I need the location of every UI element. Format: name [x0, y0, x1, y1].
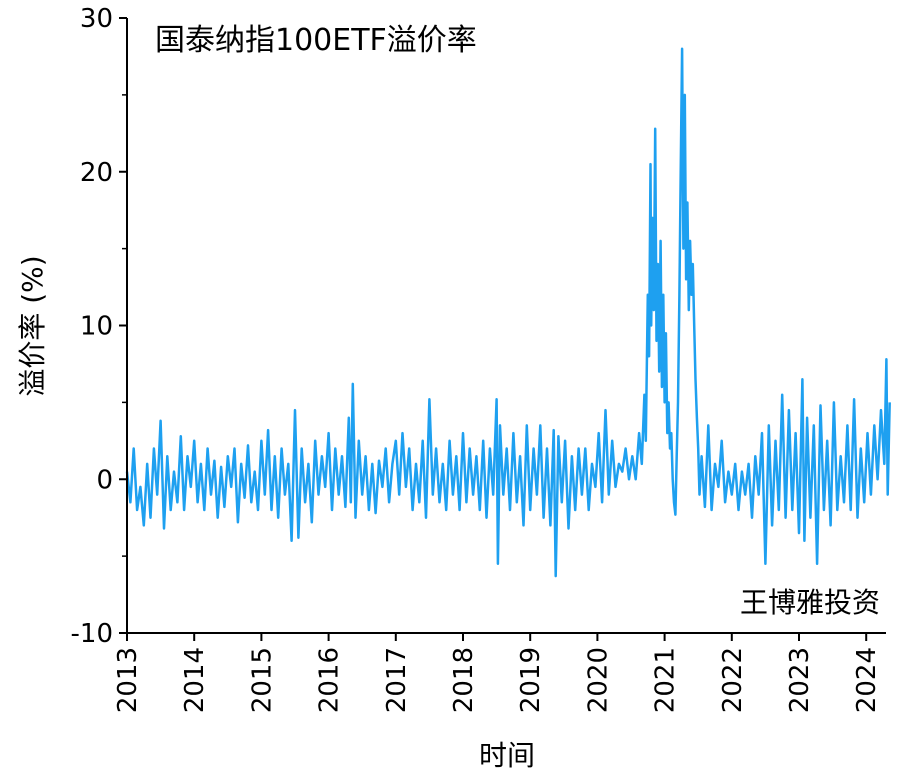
y-ticks: -10 0 10 20 30 [71, 4, 127, 649]
series-line [125, 47, 891, 578]
y-tick-label: 10 [80, 312, 113, 342]
x-ticks: 2013 2014 2015 2016 2017 2018 2019 2020 2021 2022… [113, 633, 882, 713]
y-tick-label: -10 [71, 619, 113, 649]
chart-title: 国泰纳指100ETF溢价率 [155, 23, 477, 58]
x-tick-label: 2020 [583, 647, 613, 713]
y-axis-title: 溢价率 (%) [16, 255, 49, 396]
y-tick-label: 20 [80, 158, 113, 188]
watermark: 王博雅投资 [740, 586, 880, 619]
x-tick-label: 2018 [449, 647, 479, 713]
x-axis-title: 时间 [479, 739, 535, 772]
x-tick-label: 2022 [718, 647, 748, 713]
x-tick-label: 2024 [852, 647, 882, 713]
x-tick-label: 2015 [247, 647, 277, 713]
x-tick-label: 2023 [785, 647, 815, 713]
y-tick-label: 30 [80, 4, 113, 34]
y-tick-label: 0 [96, 465, 113, 495]
x-tick-label: 2019 [516, 647, 546, 713]
x-tick-label: 2016 [315, 647, 345, 713]
x-tick-label: 2013 [113, 647, 143, 713]
x-tick-label: 2017 [382, 647, 412, 713]
x-tick-label: 2014 [180, 647, 210, 713]
x-tick-label: 2021 [651, 647, 681, 713]
